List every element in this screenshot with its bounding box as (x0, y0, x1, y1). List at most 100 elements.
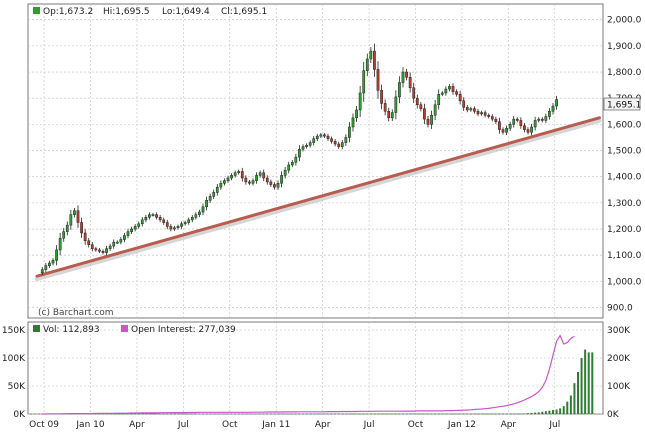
volume-bar (462, 413, 465, 415)
price-legend-swatch (33, 7, 40, 14)
candle-up (276, 182, 280, 188)
candle-up (115, 241, 119, 244)
candle-down (412, 87, 416, 99)
candle-up (394, 96, 398, 113)
candle-down (337, 143, 341, 147)
volume-bar (441, 413, 444, 415)
candle-down (494, 118, 498, 122)
candle-up (301, 146, 305, 150)
candle-up (215, 186, 219, 193)
volume-bar (344, 413, 347, 415)
candle-down (501, 129, 505, 133)
candle-up (362, 70, 366, 94)
candle-up (133, 226, 137, 230)
candle-up (144, 217, 148, 221)
candle-down (423, 108, 426, 120)
volume-bar (319, 413, 322, 415)
volume-bar (530, 412, 533, 414)
volume-bar (480, 413, 483, 415)
volume-bar (298, 413, 301, 415)
volume-bar (559, 408, 562, 414)
candle-down (526, 129, 530, 133)
volume-bar (327, 413, 329, 415)
volume-bar (216, 413, 219, 415)
volume-bar (191, 413, 194, 415)
candle-down (169, 226, 173, 230)
candle-up (551, 105, 555, 112)
candle-up (40, 269, 44, 273)
candle-up (312, 138, 316, 143)
volume-bar (105, 413, 108, 415)
volume-bar (187, 413, 190, 415)
volume-bar (155, 413, 158, 415)
candle-up (433, 104, 437, 116)
volume-bar (587, 352, 590, 414)
volume-bar (180, 413, 183, 415)
candle-up (198, 211, 201, 215)
candle-up (355, 109, 358, 119)
volume-bar (569, 395, 572, 414)
volume-bar (312, 413, 315, 415)
candle-up (469, 108, 473, 111)
volume-bar (169, 413, 172, 415)
price-tick-label: 1,600.0 (607, 120, 642, 130)
candle-up (440, 92, 444, 95)
volume-bar (512, 413, 515, 415)
price-tick-label: 1,300.0 (607, 199, 642, 209)
candle-down (515, 118, 519, 121)
volume-legend-label: Vol: 112,893 (43, 325, 100, 335)
volume-bar (509, 413, 512, 415)
candle-up (305, 145, 308, 147)
candle-up (237, 171, 241, 174)
candle-up (340, 142, 344, 147)
volume-bar (369, 413, 372, 415)
date-axis: Oct 09 Jan 10 Apr Jul Oct Jan 11 Apr Jul Oct Jan … (29, 420, 560, 430)
open-interest-tick-label: 300K (607, 326, 631, 336)
volume-bar (362, 413, 365, 415)
candle-down (83, 232, 87, 242)
trendline-group (34, 116, 602, 282)
volume-bar (527, 413, 529, 414)
volume-tick-label: 50K (8, 382, 26, 392)
candle-up (65, 224, 69, 232)
candle-down (155, 214, 158, 218)
last-price-tag-box (603, 97, 641, 111)
candle-up (212, 192, 216, 197)
volume-bar (209, 413, 212, 415)
volume-tick-label: 100K (2, 354, 26, 364)
candle-up (298, 148, 301, 158)
volume-tick-label: 0K (13, 410, 26, 420)
volume-bar (566, 401, 569, 414)
volume-bar (273, 413, 276, 415)
candle-up (190, 217, 194, 221)
volume-bar (348, 413, 351, 415)
volume-bar (166, 413, 169, 415)
volume-bar (252, 413, 254, 415)
candle-up (512, 118, 516, 125)
volume-bar (416, 413, 419, 415)
open-interest-tick-label: 200K (607, 354, 631, 364)
candle-up (555, 99, 558, 107)
volume-bar (373, 413, 376, 415)
volume-bar (294, 413, 297, 415)
volume-bar (552, 410, 554, 414)
open-interest-legend-label: Open Interest: 277,039 (131, 325, 236, 335)
candle-down (262, 172, 266, 179)
volume-bar (227, 413, 229, 415)
volume-bar (205, 413, 208, 415)
candle-up (369, 50, 373, 60)
candle-down (487, 114, 491, 117)
volume-bar (452, 413, 454, 415)
volume-bar (394, 413, 397, 415)
volume-bar (577, 372, 579, 414)
candle-up (530, 126, 533, 133)
candle-down (269, 181, 273, 185)
volume-bar (237, 413, 240, 415)
volume-bar (137, 413, 140, 415)
volume-bar (359, 413, 362, 415)
volume-bar (448, 413, 451, 415)
candle-up (219, 182, 223, 188)
volume-bar (280, 413, 283, 415)
volume-bar (502, 413, 504, 415)
volume-bar (177, 413, 179, 415)
